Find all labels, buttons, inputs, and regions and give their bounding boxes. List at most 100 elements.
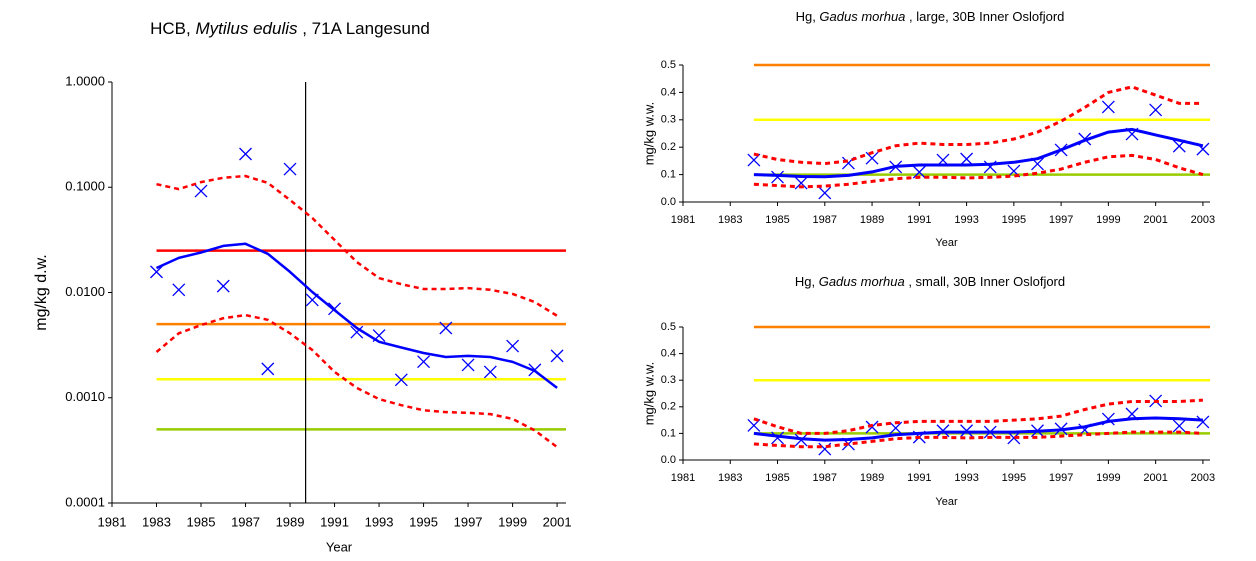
data-point xyxy=(818,186,832,200)
title-part: Gadus morhua xyxy=(819,9,905,24)
x-tick-label: 1995 xyxy=(409,514,438,529)
data-point xyxy=(283,162,297,176)
title-part: , large, 30B Inner Oslofjord xyxy=(905,9,1064,24)
data-point xyxy=(771,431,784,445)
x-tick-label: 2001 xyxy=(1143,214,1167,226)
confidence-line xyxy=(155,313,558,449)
trend-line xyxy=(753,127,1204,179)
y-tick-label: 0.4 xyxy=(661,348,676,360)
data-point xyxy=(771,170,784,184)
y-axis-label: mg/kg d.w. xyxy=(33,254,50,330)
x-tick-label: 1995 xyxy=(1002,214,1026,226)
x-tick-label: 1997 xyxy=(1049,214,1073,226)
y-tick-label: 0.0010 xyxy=(65,389,105,404)
y-tick-label: 0.0100 xyxy=(65,284,105,299)
y-tick-label: 0.4 xyxy=(661,86,676,98)
x-tick-label: 1991 xyxy=(320,514,349,529)
x-tick-label: 1999 xyxy=(1096,214,1120,226)
data-point xyxy=(194,184,208,198)
x-tick-label: 1989 xyxy=(860,472,884,484)
x-tick-label: 1993 xyxy=(954,214,978,226)
x-tick-label: 1983 xyxy=(142,514,171,529)
x-tick-label: 1997 xyxy=(454,514,483,529)
x-tick-label: 1985 xyxy=(765,472,789,484)
x-tick-label: 2001 xyxy=(543,514,572,529)
data-point xyxy=(506,339,520,353)
data-point xyxy=(865,151,879,165)
x-tick-label: 2001 xyxy=(1143,472,1167,484)
x-tick-label: 1993 xyxy=(365,514,394,529)
title-part: Hg, xyxy=(795,274,819,289)
confidence-line xyxy=(753,398,1203,435)
data-point xyxy=(216,279,230,293)
data-point xyxy=(150,265,163,279)
x-tick-label: 1989 xyxy=(276,514,305,529)
data-point xyxy=(394,373,408,387)
y-axis-label: mg/kg w.w. xyxy=(641,362,656,426)
title-part: , small, 30B Inner Oslofjord xyxy=(905,274,1065,289)
data-point xyxy=(417,355,431,369)
y-tick-label: 0.5 xyxy=(661,321,676,333)
data-point xyxy=(550,349,564,363)
trend-line xyxy=(753,416,1203,442)
x-tick-label: 1995 xyxy=(1002,472,1026,484)
data-point xyxy=(1172,419,1186,433)
y-tick-label: 0.1000 xyxy=(65,179,105,194)
x-tick-label: 2003 xyxy=(1191,472,1215,484)
x-tick-label: 1983 xyxy=(718,214,742,226)
data-point xyxy=(960,152,974,166)
x-tick-label: 1989 xyxy=(860,214,884,226)
chart-title: Hg, Gadus morhua , large, 30B Inner Oslo… xyxy=(796,9,1065,24)
data-point xyxy=(1149,103,1163,117)
data-point xyxy=(1196,415,1210,429)
x-tick-label: 1991 xyxy=(907,214,931,226)
data-point xyxy=(350,325,364,339)
x-tick-label: 1987 xyxy=(813,472,837,484)
confidence-line xyxy=(156,174,558,317)
y-tick-label: 1.0000 xyxy=(65,73,105,88)
data-point xyxy=(1007,431,1021,445)
title-part: Hg, xyxy=(796,9,820,24)
y-tick-label: 0.1 xyxy=(661,169,676,181)
data-point xyxy=(794,176,808,190)
chart-title: HCB, Mytilus edulis , 71A Langesund xyxy=(150,19,430,38)
x-axis-label: Year xyxy=(935,237,958,249)
y-tick-label: 0.1 xyxy=(661,427,676,439)
x-tick-label: 1999 xyxy=(498,514,527,529)
confidence-line xyxy=(753,153,1204,189)
x-tick-label: 2003 xyxy=(1191,214,1215,226)
data-point xyxy=(461,358,475,372)
y-tick-label: 0.3 xyxy=(661,374,676,386)
y-tick-label: 0.3 xyxy=(661,114,676,126)
y-axis-label: mg/kg w.w. xyxy=(641,102,656,166)
x-tick-label: 1981 xyxy=(98,514,127,529)
x-tick-label: 1991 xyxy=(907,472,931,484)
chart-title: Hg, Gadus morhua , small, 30B Inner Oslo… xyxy=(795,274,1065,289)
data-point xyxy=(483,365,497,379)
y-tick-label: 0.0001 xyxy=(65,494,105,509)
x-tick-label: 1985 xyxy=(765,214,789,226)
title-part: Mytilus edulis xyxy=(195,19,298,38)
data-point xyxy=(889,421,903,435)
title-part: , 71A Langesund xyxy=(298,19,430,38)
x-axis-label: Year xyxy=(935,496,958,508)
x-tick-label: 1981 xyxy=(671,472,695,484)
x-tick-label: 1987 xyxy=(813,214,837,226)
trend-line xyxy=(155,242,558,389)
x-tick-label: 1981 xyxy=(671,214,695,226)
confidence-line xyxy=(753,85,1203,166)
title-part: Gadus morhua xyxy=(819,274,905,289)
data-point xyxy=(239,147,252,161)
x-tick-label: 1987 xyxy=(231,514,260,529)
y-tick-label: 0.2 xyxy=(661,141,676,153)
x-tick-label: 1997 xyxy=(1049,472,1073,484)
data-point xyxy=(439,321,453,335)
x-tick-label: 1993 xyxy=(954,472,978,484)
x-tick-label: 1985 xyxy=(187,514,216,529)
data-point xyxy=(1101,100,1115,114)
data-point xyxy=(865,420,879,434)
confidence-line xyxy=(753,430,1203,449)
title-part: HCB, xyxy=(150,19,195,38)
y-tick-label: 0.2 xyxy=(661,401,676,413)
